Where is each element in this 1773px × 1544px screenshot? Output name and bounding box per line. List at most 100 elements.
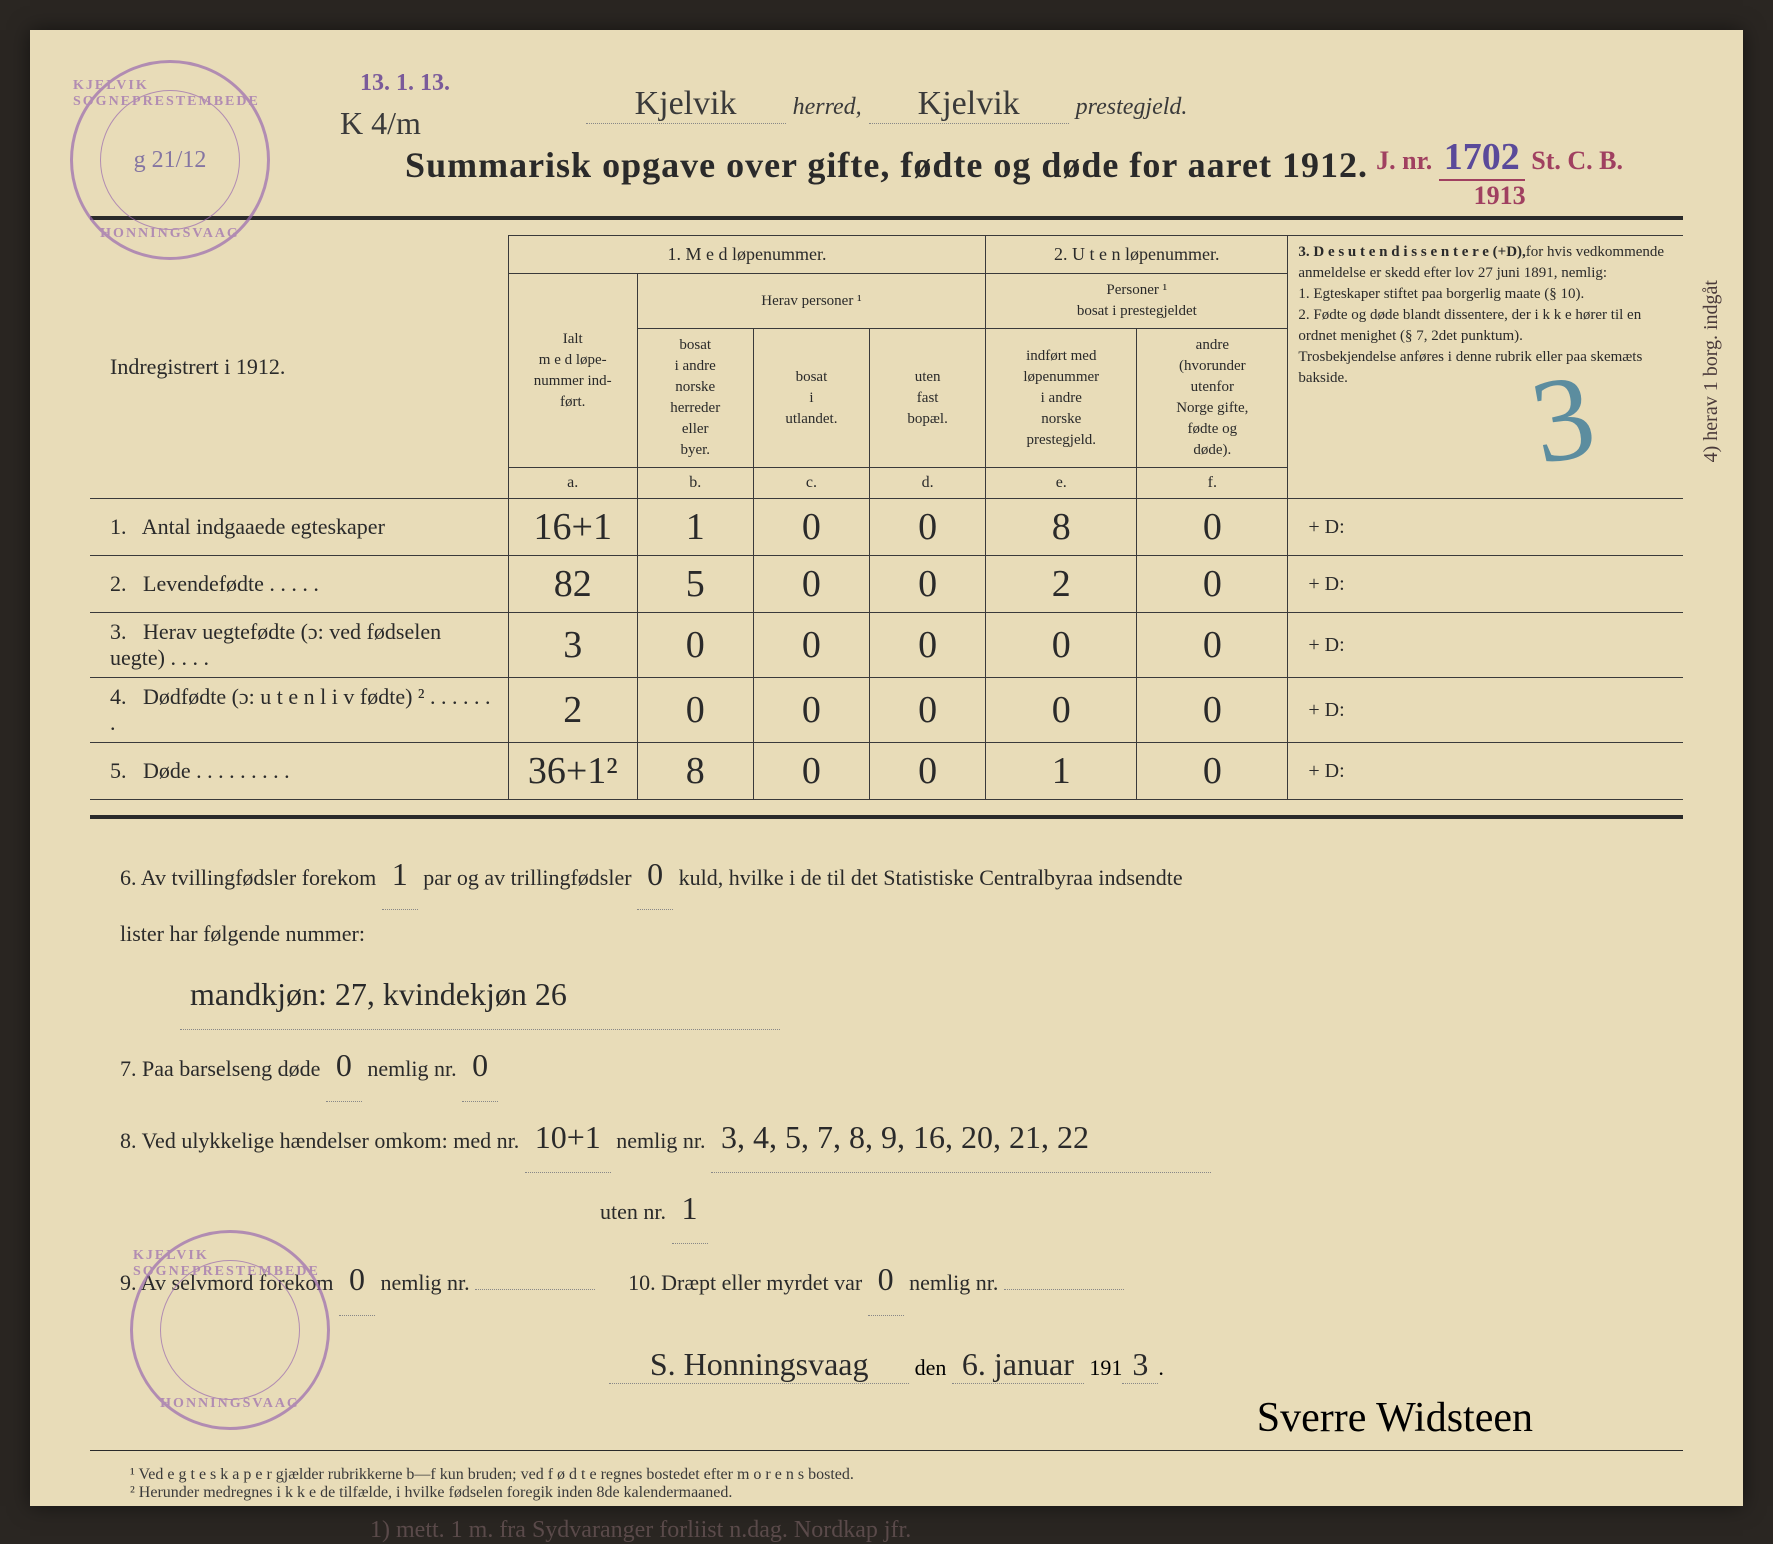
header-location-line: Kjelvik herred, Kjelvik prestegjeld. [90,85,1683,124]
accidents-list: 3, 4, 5, 7, 8, 9, 16, 20, 21, 22 [711,1102,1211,1173]
narrative-section: 6. Av tvillingfødsler forekom 1 par og a… [90,839,1683,1316]
herred-label: herred, [793,94,862,120]
col-group-2: 2. U t e n løpenummer. [986,236,1288,274]
footnote-2: ² Herunder medregnes i k k e de tilfælde… [130,1484,1683,1502]
cell-d: 0 [870,678,986,743]
signature-date: 6. januar [952,1346,1084,1384]
stamp2-top: KJELVIK SOGNEPRESTEMBEDE [133,1248,327,1280]
twins-count: 1 [382,839,418,910]
accidents-uten: 1 [672,1173,708,1244]
journal-number-stamp: J. nr. 1702 St. C. B. 1913 [1376,135,1623,211]
table-row: 1. Antal indgaaede egteskaper 16+1 1 0 0… [90,499,1683,556]
cell-f: 0 [1137,613,1288,678]
col-letter-f: f. [1137,468,1288,499]
margin-annotation: 4) herav 1 borg. indgåt [1700,280,1723,462]
subhead-personer: Personer ¹ bosat i prestegjeldet [986,274,1288,329]
cell-c: 0 [753,556,869,613]
footnotes: ¹ Ved e g t e s k a p e r gjælder rubrik… [90,1466,1683,1502]
cell-g: + D: [1288,556,1683,613]
table-bottom-rule [90,815,1683,819]
stamp2-bottom: HONNINGSVAAG [160,1396,300,1412]
triplets-count: 0 [637,839,673,910]
cell-e: 2 [986,556,1137,613]
cell-b: 0 [637,613,753,678]
cell-f: 0 [1137,743,1288,800]
murder-count: 0 [868,1244,904,1315]
cell-g: + D: [1288,743,1683,800]
row-label: 3. Herav uegtefødte (ɔ: ved fødselen ueg… [90,613,508,678]
table-row: 4. Dødfødte (ɔ: u t e n l i v fødte) ² .… [90,678,1683,743]
line-7: 7. Paa barselseng døde 0 nemlig nr. 0 [120,1030,1653,1101]
herred-name: Kjelvik [586,85,786,124]
footnote-1: ¹ Ved e g t e s k a p e r gjælder rubrik… [130,1466,1683,1484]
col-letter-b: b. [637,468,753,499]
cell-e: 8 [986,499,1137,556]
church-stamp-bottom: KJELVIK SOGNEPRESTEMBEDE HONNINGSVAAG [130,1230,330,1430]
col-letter-d: d. [870,468,986,499]
header-rule [90,216,1683,220]
row-label: 1. Antal indgaaede egteskaper [90,499,508,556]
cell-c: 0 [753,499,869,556]
line-8: 8. Ved ulykkelige hændelser omkom: med n… [120,1102,1653,1173]
prestegjeld-name: Kjelvik [869,85,1069,124]
cell-b: 5 [637,556,753,613]
reference-number: K 4/m [340,105,421,142]
col-d-head: uten fast bopæl. [870,329,986,468]
signature-year: 3 [1122,1346,1158,1384]
cell-g: + D: [1288,678,1683,743]
suicide-count: 0 [339,1244,375,1315]
cell-c: 0 [753,613,869,678]
subhead-herav: Herav personer ¹ [637,274,986,329]
prestegjeld-label: prestegjeld. [1076,94,1188,120]
cell-g: + D: [1288,499,1683,556]
cell-d: 0 [870,556,986,613]
table-row: 3. Herav uegtefødte (ɔ: ved fødselen ueg… [90,613,1683,678]
cell-f: 0 [1137,678,1288,743]
row-label: 4. Dødfødte (ɔ: u t e n l i v fødte) ² .… [90,678,508,743]
cell-e: 0 [986,678,1137,743]
document-header: 13. 1. 13. K 4/m Kjelvik herred, Kjelvik… [90,85,1683,186]
cell-d: 0 [870,613,986,678]
signature-section: S. Honningsvaag den 6. januar 1913. [90,1346,1683,1384]
col-group-3: 3. D e s u t e n d i s s e n t e r e (+D… [1288,236,1683,499]
list-numbers: mandkjøn: 27, kvindekjøn 26 [180,959,780,1030]
line-6: 6. Av tvillingfødsler forekom 1 par og a… [120,839,1653,910]
accidents-count: 10+1 [525,1102,611,1173]
footnote-rule [90,1450,1683,1451]
received-date-stamp: 13. 1. 13. [360,70,450,97]
cell-e: 1 [986,743,1137,800]
cell-g: + D: [1288,613,1683,678]
col-letter-c: c. [753,468,869,499]
cell-c: 0 [753,678,869,743]
cell-b: 0 [637,678,753,743]
row-label: 2. Levendefødte . . . . . [90,556,508,613]
document-paper: KJELVIK SOGNEPRESTEMBEDE g 21/12 HONNING… [30,30,1743,1506]
jnr-label: J. nr. [1376,146,1432,175]
statistics-table: Indregistrert i 1912. 1. M e d løpenumme… [90,235,1683,800]
registered-label: Indregistrert i 1912. [90,236,508,499]
subhead-ialt: Ialt m e d løpe- nummer ind- ført. [508,274,637,468]
cell-b: 1 [637,499,753,556]
line-8b: uten nr. 1 [120,1173,1653,1244]
bottom-handwritten-note: 1) mett. 1 m. fra Sydvaranger forliist n… [90,1517,1683,1544]
cell-d: 0 [870,499,986,556]
cell-f: 0 [1137,556,1288,613]
jnr-suffix: St. C. B. [1531,146,1623,175]
cell-c: 0 [753,743,869,800]
col-b-head: bosat i andre norske herreder eller byer… [637,329,753,468]
col-f-head: andre (hvorunder utenfor Norge gifte, fø… [1137,329,1288,468]
row-label: 5. Døde . . . . . . . . . [90,743,508,800]
table-row: 2. Levendefødte . . . . . 82 5 0 0 2 0 +… [90,556,1683,613]
jnr-number: 1702 [1439,135,1525,181]
stamp-bottom-text: HONNINGSVAAG [100,226,240,242]
cell-d: 0 [870,743,986,800]
cell-a: 36+1² [508,743,637,800]
cell-b: 8 [637,743,753,800]
table-row: 5. Døde . . . . . . . . . 36+1² 8 0 0 1 … [90,743,1683,800]
cell-a: 3 [508,613,637,678]
col-e-head: indført med løpenummer i andre norske pr… [986,329,1137,468]
cell-e: 0 [986,613,1137,678]
barselseng-nr: 0 [462,1030,498,1101]
line-6-hw: mandkjøn: 27, kvindekjøn 26 [120,959,1653,1030]
cell-a: 82 [508,556,637,613]
